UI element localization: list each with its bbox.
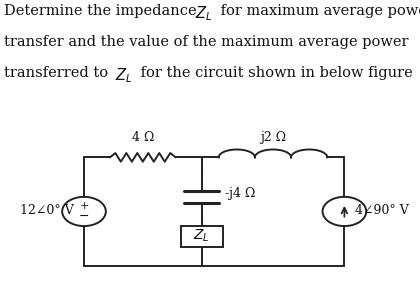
- Bar: [181, 225, 223, 247]
- Text: 12∠0° V: 12∠0° V: [20, 203, 74, 217]
- Text: transferred to: transferred to: [4, 66, 113, 80]
- Text: transfer and the value of the maximum average power: transfer and the value of the maximum av…: [4, 35, 409, 49]
- Text: $Z_L$: $Z_L$: [115, 66, 132, 85]
- Text: -j4 Ω: -j4 Ω: [225, 187, 255, 200]
- Text: Determine the impedance: Determine the impedance: [4, 4, 202, 18]
- Text: $Z_L$: $Z_L$: [195, 4, 213, 23]
- Text: +: +: [79, 201, 89, 211]
- Text: 4 Ω: 4 Ω: [131, 131, 154, 144]
- Text: −: −: [79, 210, 89, 223]
- Text: 4∠90° V: 4∠90° V: [355, 203, 409, 217]
- Text: for the circuit shown in below figure: for the circuit shown in below figure: [136, 66, 413, 80]
- Text: for maximum average power: for maximum average power: [216, 4, 420, 18]
- Text: j2 Ω: j2 Ω: [260, 131, 286, 144]
- Text: $Z_L$: $Z_L$: [193, 228, 210, 244]
